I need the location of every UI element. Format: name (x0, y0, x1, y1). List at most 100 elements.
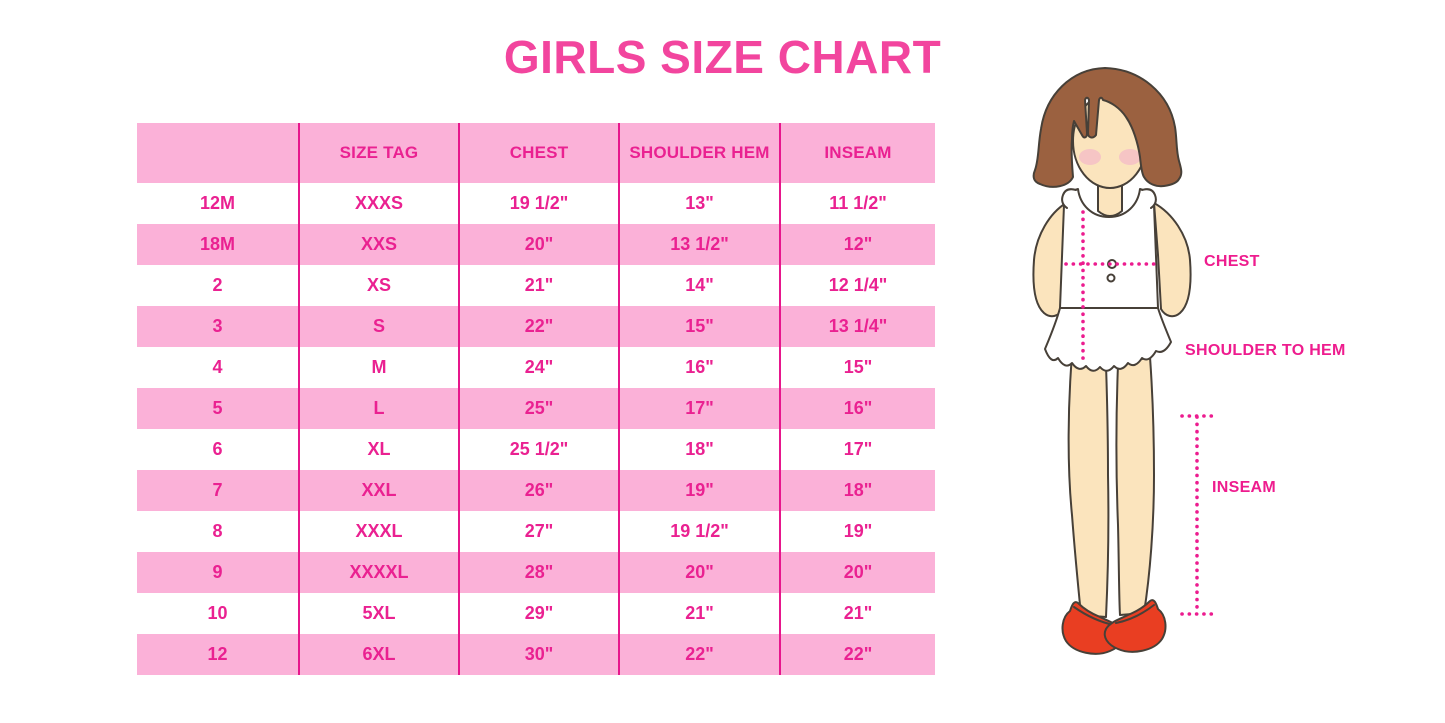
table-cell: L (298, 388, 459, 429)
table-cell: S (298, 306, 459, 347)
table-cell: 21" (618, 593, 780, 634)
table-cell: 22" (779, 634, 935, 675)
girl-right-shoe-strap (1115, 604, 1155, 624)
table-cell: 24" (458, 347, 619, 388)
table-cell: 9 (137, 552, 299, 593)
girl-top-button-2 (1106, 273, 1116, 283)
table-cell: 5XL (298, 593, 459, 634)
table-cell: 13" (618, 183, 780, 224)
table-cell: 21" (779, 593, 935, 634)
table-cell: 17" (618, 388, 780, 429)
table-cell: 18" (779, 470, 935, 511)
table-row: 2 XS 21" 14" 12 1/4" (137, 265, 935, 306)
table-cell: 22" (618, 634, 780, 675)
table-row: 12 6XL 30" 22" 22" (137, 634, 935, 675)
table-row: 4 M 24" 16" 15" (137, 347, 935, 388)
girl-right-arm (1153, 202, 1192, 318)
table-cell: 19" (779, 511, 935, 552)
table-cell: XS (298, 265, 459, 306)
table-cell: M (298, 347, 459, 388)
girl-skirt (1044, 307, 1172, 372)
table-cell: 20" (779, 552, 935, 593)
table-cell: 13 1/4" (779, 306, 935, 347)
table-cell: XXS (298, 224, 459, 265)
table-cell: 2 (137, 265, 299, 306)
page-title: GIRLS SIZE CHART (503, 31, 942, 83)
table-cell: 27" (458, 511, 619, 552)
table-cell: 12" (779, 224, 935, 265)
table-row: 8 XXXL 27" 19 1/2" 19" (137, 511, 935, 552)
table-cell: 15" (779, 347, 935, 388)
girl-left-leg (1067, 354, 1110, 618)
table-cell: 13 1/2" (618, 224, 780, 265)
table-cell: 17" (779, 429, 935, 470)
table-cell: 21" (458, 265, 619, 306)
table-cell: 16" (618, 347, 780, 388)
table-cell: 12M (137, 183, 299, 224)
table-cell: XXXL (298, 511, 459, 552)
table-cell: 19" (618, 470, 780, 511)
table-cell: 25" (458, 388, 619, 429)
table-cell: 19 1/2" (618, 511, 780, 552)
table-row: 9 XXXXL 28" 20" 20" (137, 552, 935, 593)
table-cell: 3 (137, 306, 299, 347)
size-table: SIZE TAG CHEST SHOULDER HEM INSEAM 12M XXXS 1… (137, 123, 935, 675)
girl-left-blush (1079, 149, 1101, 165)
column-header: SHOULDER HEM (618, 123, 780, 183)
chest-label: CHEST (1204, 253, 1260, 270)
shoulder-to-hem-label: SHOULDER TO HEM (1185, 342, 1346, 359)
table-cell: XXXXL (298, 552, 459, 593)
column-header: CHEST (458, 123, 619, 183)
girl-illustration (1008, 55, 1248, 675)
table-cell: 16" (779, 388, 935, 429)
table-cell: 10 (137, 593, 299, 634)
table-row: 5 L 25" 17" 16" (137, 388, 935, 429)
column-header: SIZE TAG (298, 123, 459, 183)
table-cell: 8 (137, 511, 299, 552)
column-header: INSEAM (779, 123, 935, 183)
table-cell: 18M (137, 224, 299, 265)
table-cell: 25 1/2" (458, 429, 619, 470)
table-cell: 22" (458, 306, 619, 347)
table-cell: 7 (137, 470, 299, 511)
table-cell: 30" (458, 634, 619, 675)
girl-right-shoe (1103, 599, 1167, 653)
girl-hair (1032, 67, 1183, 188)
table-row: 10 5XL 29" 21" 21" (137, 593, 935, 634)
table-cell: 20" (458, 224, 619, 265)
table-cell: 29" (458, 593, 619, 634)
table-cell: XXXS (298, 183, 459, 224)
table-cell: 6XL (298, 634, 459, 675)
table-row: 6 XL 25 1/2" 18" 17" (137, 429, 935, 470)
size-table-header: SIZE TAG CHEST SHOULDER HEM INSEAM (137, 123, 935, 183)
table-cell: 5 (137, 388, 299, 429)
table-row: 12M XXXS 19 1/2" 13" 11 1/2" (137, 183, 935, 224)
inseam-label: INSEAM (1212, 479, 1277, 496)
column-header (137, 123, 299, 183)
table-cell: 28" (458, 552, 619, 593)
header-row: SIZE TAG CHEST SHOULDER HEM INSEAM (137, 123, 935, 183)
table-row: 7 XXL 26" 19" 18" (137, 470, 935, 511)
table-cell: 19 1/2" (458, 183, 619, 224)
table-cell: 26" (458, 470, 619, 511)
table-cell: 20" (618, 552, 780, 593)
table-cell: XXL (298, 470, 459, 511)
table-row: 3 S 22" 15" 13 1/4" (137, 306, 935, 347)
girl-right-shoulder-ruffle (1141, 188, 1157, 209)
girl-right-leg (1115, 356, 1155, 616)
table-cell: 15" (618, 306, 780, 347)
girl-right-blush (1119, 149, 1141, 165)
table-cell: 14" (618, 265, 780, 306)
table-cell: 6 (137, 429, 299, 470)
girl-left-shoulder-ruffle (1061, 188, 1077, 209)
table-cell: 12 (137, 634, 299, 675)
table-cell: XL (298, 429, 459, 470)
table-row: 18M XXS 20" 13 1/2" 12" (137, 224, 935, 265)
table-cell: 12 1/4" (779, 265, 935, 306)
table-cell: 18" (618, 429, 780, 470)
table-cell: 11 1/2" (779, 183, 935, 224)
girl-illustration-svg (1032, 67, 1214, 655)
size-table-body: 12M XXXS 19 1/2" 13" 11 1/2" 18M XXS 20" 13 1/2"… (137, 183, 935, 675)
table-cell: 4 (137, 347, 299, 388)
